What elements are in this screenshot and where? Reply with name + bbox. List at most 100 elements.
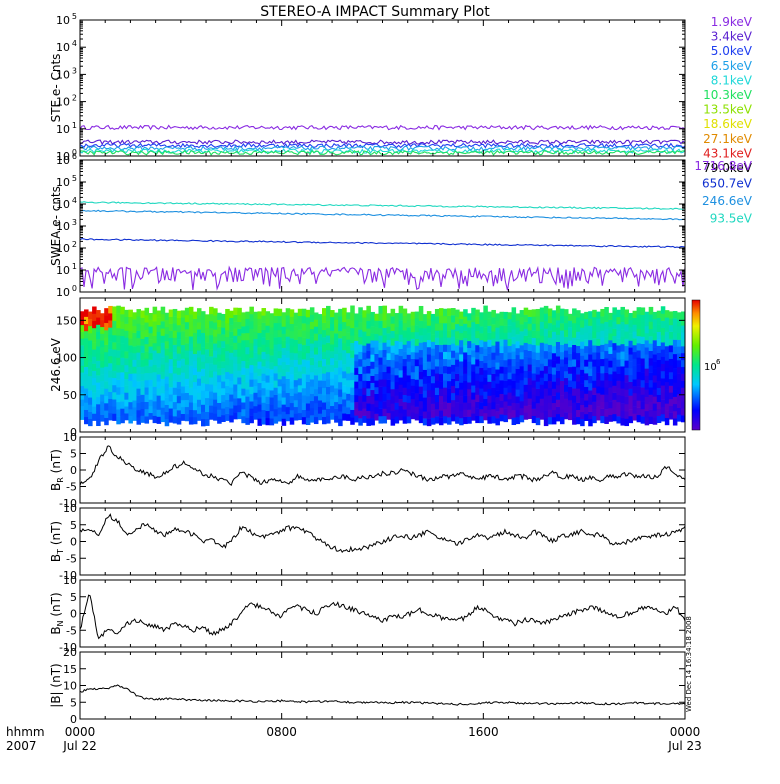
heatmap-cell: [648, 394, 654, 403]
heatmap-cell: [620, 351, 625, 359]
heatmap-cell: [322, 351, 327, 360]
x-axis-unit-label: hhmm: [6, 725, 45, 739]
heatmap-cell: [297, 398, 303, 407]
heatmap-cell: [346, 413, 351, 421]
heatmap-cell: [116, 327, 121, 336]
heatmap-cell: [616, 380, 621, 389]
heatmap-cell: [249, 393, 254, 402]
heatmap-cell: [588, 347, 593, 355]
heatmap-cell: [245, 353, 250, 362]
heatmap-cell: [128, 338, 133, 346]
heatmap-cell: [487, 395, 492, 403]
heatmap-cell: [180, 310, 186, 318]
heatmap-cell: [487, 416, 492, 424]
heatmap-cell: [580, 418, 585, 427]
heatmap-cell: [180, 372, 186, 380]
heatmap-cell: [374, 373, 379, 381]
heatmap-cell: [475, 373, 480, 381]
heatmap-cell: [104, 410, 109, 418]
series-line: [80, 265, 685, 291]
heatmap-cell: [358, 336, 363, 345]
heatmap-cell: [523, 356, 529, 364]
heatmap-cell: [616, 373, 621, 381]
heatmap-cell: [289, 417, 295, 425]
heatmap-cell: [104, 337, 109, 345]
heatmap-cell: [209, 391, 214, 399]
heatmap-cell: [261, 351, 267, 360]
heatmap-cell: [628, 354, 634, 362]
heatmap-cell: [604, 336, 609, 344]
heatmap-cell: [237, 307, 242, 316]
x-date-label: Jul 22: [62, 739, 97, 753]
heatmap-cell: [600, 394, 605, 402]
heatmap-cell: [281, 319, 287, 327]
heatmap-cell: [414, 413, 420, 421]
heatmap-cell: [608, 367, 613, 375]
heatmap-cell: [608, 401, 613, 409]
heatmap-cell: [402, 344, 408, 352]
heatmap-cell: [406, 368, 412, 376]
heatmap-cell: [455, 416, 460, 424]
heatmap-cell: [584, 373, 589, 381]
heatmap-cell: [564, 329, 569, 337]
heatmap-cell: [632, 317, 638, 325]
heatmap-cell: [572, 417, 577, 425]
heatmap-cell: [378, 305, 383, 314]
heatmap-cell: [402, 401, 408, 410]
heatmap-cell: [592, 345, 597, 353]
heatmap-cell: [467, 402, 472, 410]
heatmap-cell: [588, 325, 593, 334]
y-axis-label: BT (nT): [49, 521, 65, 562]
heatmap-cell: [491, 366, 496, 374]
heatmap-cell: [209, 405, 214, 413]
heatmap-cell: [620, 321, 625, 330]
heatmap-cell: [104, 344, 109, 353]
heatmap-cell: [527, 405, 533, 413]
heatmap-cell: [96, 411, 101, 419]
heatmap-cell: [668, 358, 674, 366]
heatmap-cell: [402, 330, 408, 338]
heatmap-cell: [245, 375, 250, 383]
heatmap-cell: [600, 323, 605, 331]
heatmap-cell: [576, 359, 581, 368]
heatmap-cell: [217, 388, 222, 397]
heatmap-cell: [596, 359, 601, 367]
heatmap-cell: [451, 364, 456, 372]
heatmap-cell: [297, 364, 303, 372]
heatmap-cell: [217, 416, 222, 424]
heatmap-cell: [108, 384, 113, 392]
heatmap-cell: [576, 395, 581, 403]
heatmap-cell: [269, 341, 275, 349]
heatmap-cell: [132, 373, 137, 381]
heatmap-cell: [592, 338, 597, 346]
heatmap-cell: [402, 322, 408, 331]
heatmap-cell: [584, 413, 589, 421]
heatmap-cell: [112, 399, 117, 407]
heatmap-cell: [334, 340, 339, 348]
heatmap-cell: [402, 394, 408, 403]
heatmap-cell: [229, 352, 234, 360]
heatmap-cell: [273, 373, 279, 381]
heatmap-cell: [636, 386, 642, 394]
heatmap-cell: [580, 390, 585, 398]
heatmap-cell: [426, 368, 432, 376]
heatmap-cell: [559, 351, 565, 360]
heatmap-cell: [430, 341, 436, 349]
heatmap-cell: [374, 413, 379, 421]
heatmap-cell: [358, 329, 363, 338]
heatmap-cell: [144, 307, 150, 316]
heatmap-cell: [213, 406, 218, 414]
heatmap-cell: [128, 387, 133, 396]
y-axis-label: |B| (nT): [49, 663, 63, 707]
heatmap-cell: [438, 337, 444, 345]
heatmap-cell: [511, 321, 517, 330]
heatmap-cell: [249, 328, 254, 337]
heatmap-cell: [378, 415, 383, 424]
heatmap-cell: [168, 358, 174, 367]
heatmap-cell: [233, 356, 238, 364]
heatmap-cell: [330, 378, 335, 386]
heatmap-cell: [495, 369, 500, 377]
heatmap-cell: [580, 355, 585, 363]
heatmap-cell: [515, 327, 521, 335]
heatmap-cell: [535, 337, 541, 346]
